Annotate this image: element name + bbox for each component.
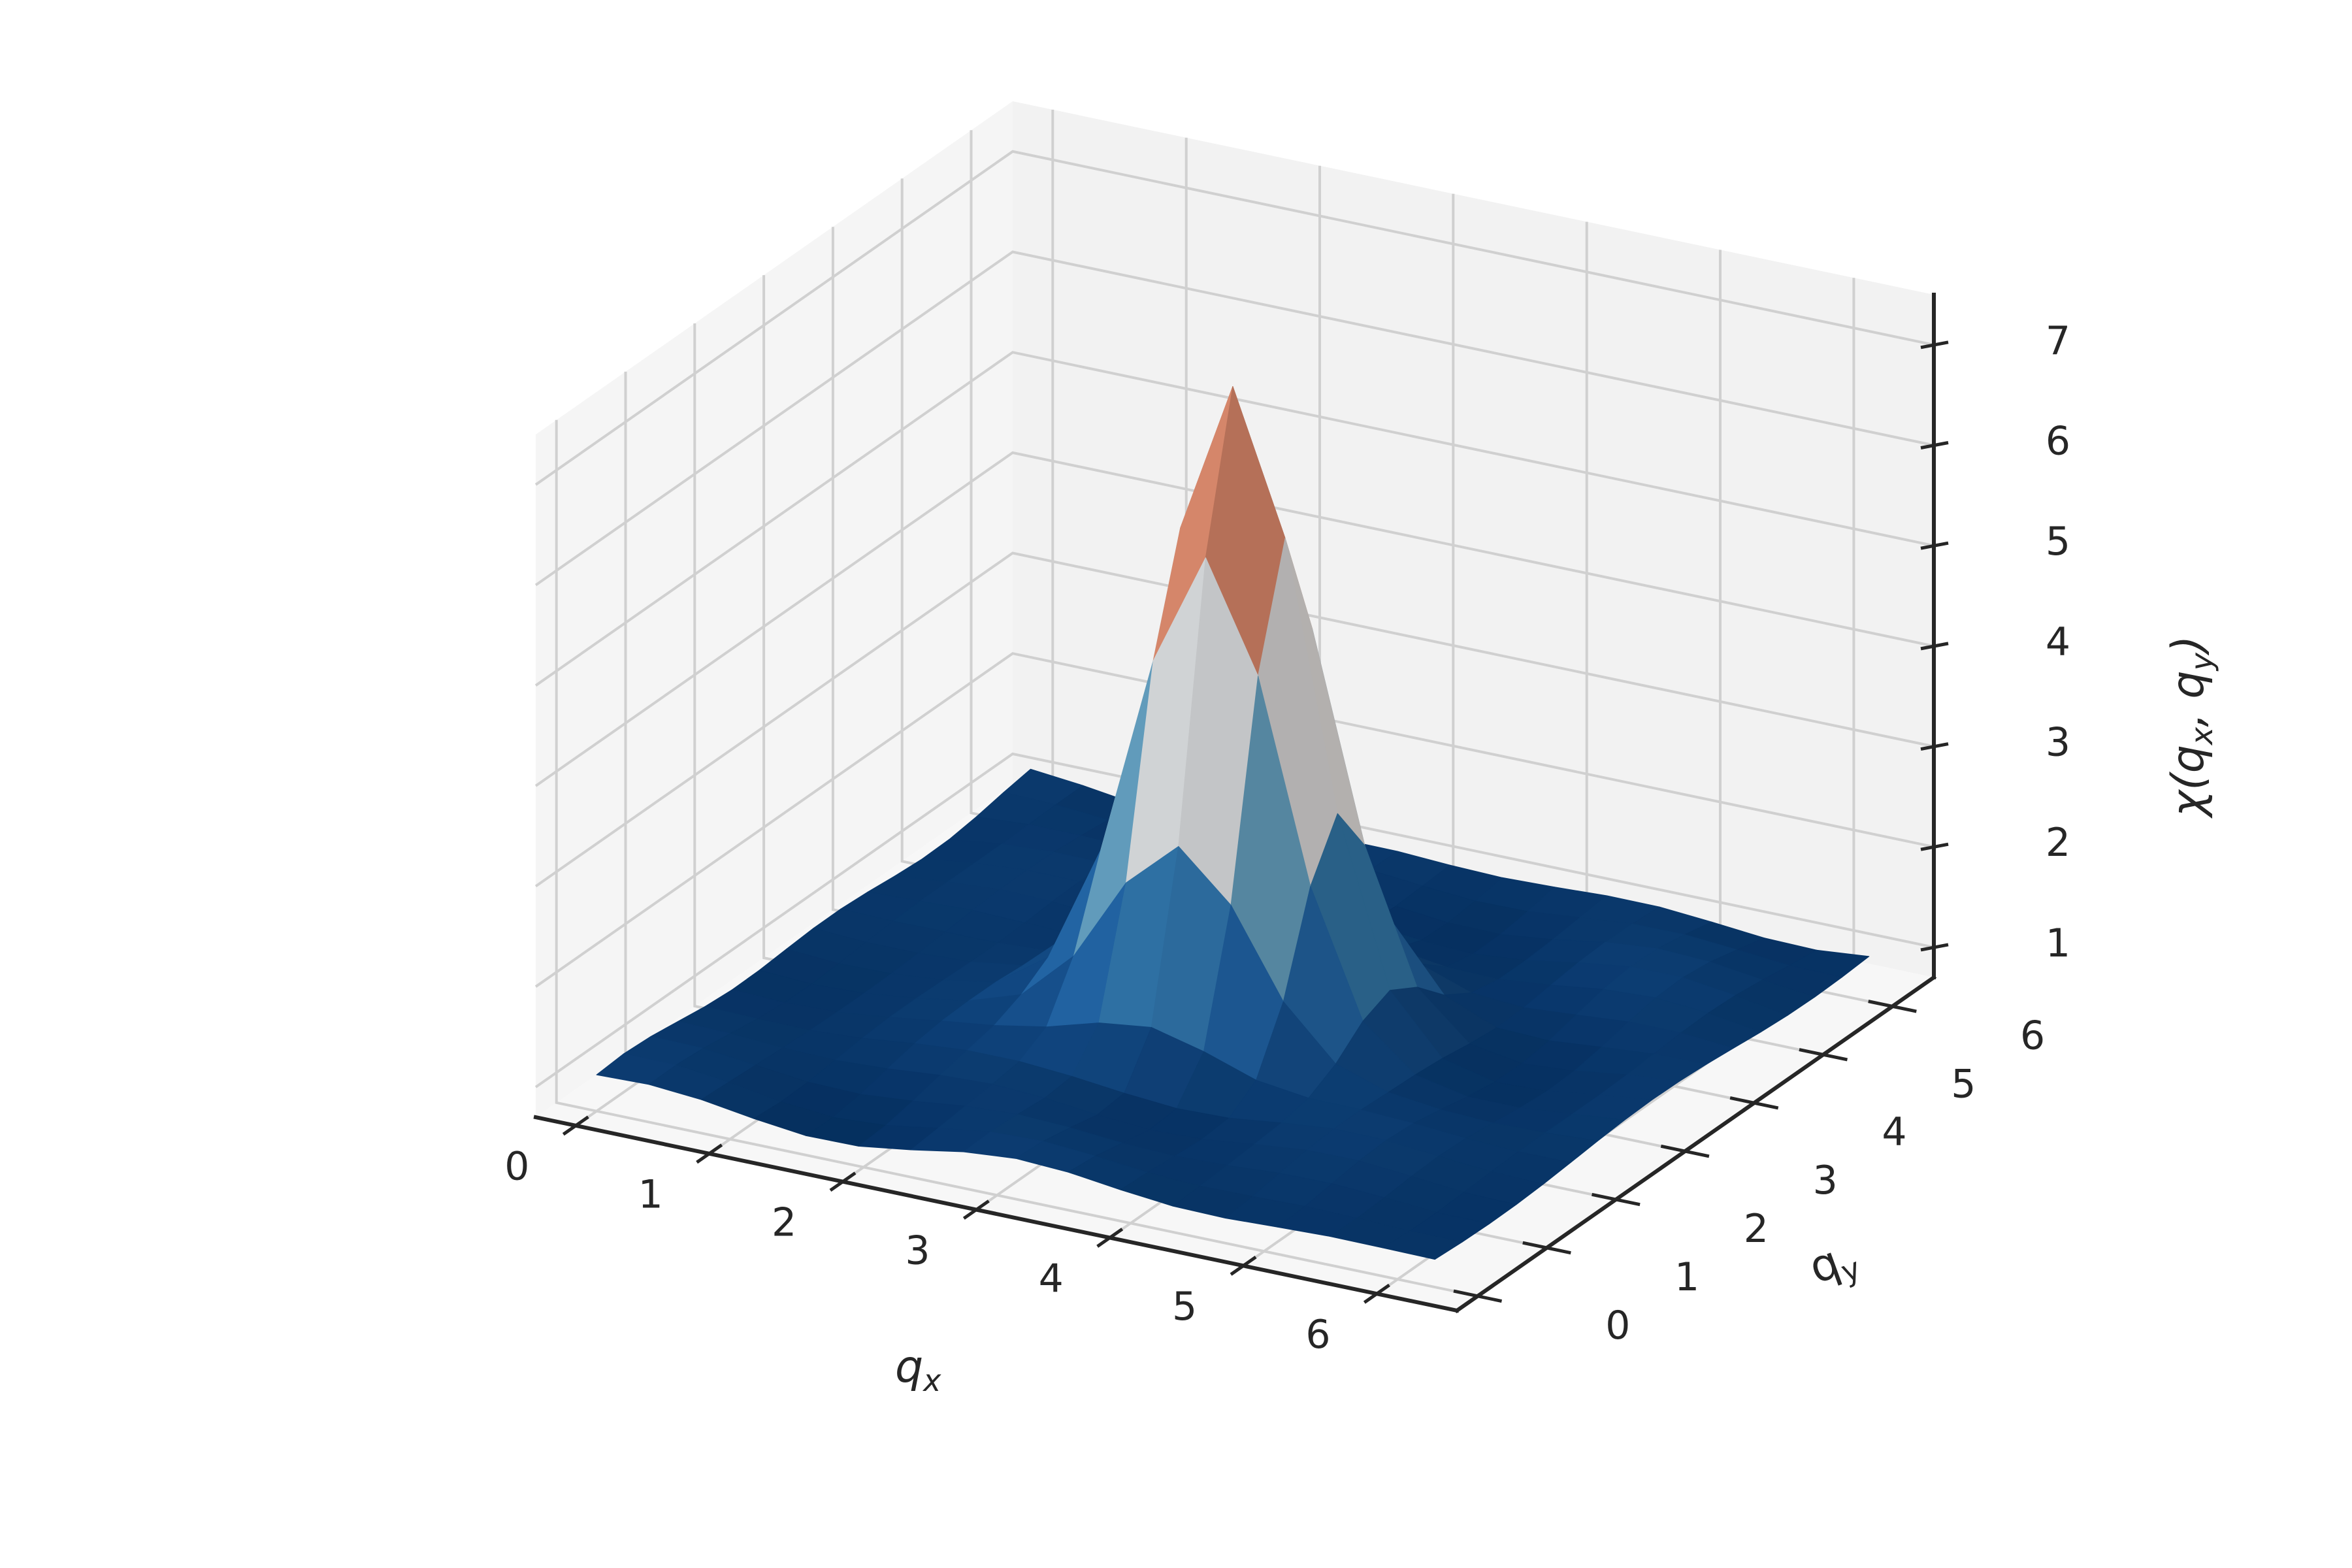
- x-tick-label: 1: [638, 1172, 663, 1218]
- z-tick: [1920, 642, 1949, 651]
- x-tick-label: 0: [504, 1144, 529, 1190]
- y-tick: [1868, 1000, 1917, 1013]
- grid-line-y: [555, 419, 1478, 1298]
- x-axis-label-sub: x: [922, 1363, 941, 1398]
- z-tick: [1920, 441, 1949, 449]
- x-tick-label: 3: [905, 1228, 930, 1273]
- y-tick-label: 2: [1744, 1206, 1769, 1252]
- z-tick-label: 5: [2046, 519, 2070, 564]
- z-tick-label: 6: [2046, 419, 2070, 465]
- z-tick-label: 2: [2046, 820, 2070, 866]
- x-tick-label: 5: [1172, 1284, 1197, 1330]
- z-tick: [1920, 742, 1949, 751]
- y-tick-label: 5: [1951, 1061, 1976, 1107]
- z-axis-label-base: χ(q: [2163, 745, 2214, 819]
- grid-line-z: [534, 150, 1935, 486]
- z-tick: [1920, 842, 1949, 851]
- surface-mesh: [596, 386, 1870, 1260]
- x-tick: [1230, 1256, 1257, 1276]
- z-tick: [1920, 943, 1949, 952]
- x-tick: [1363, 1283, 1390, 1304]
- y-tick-label: 3: [1813, 1158, 1838, 1203]
- y-tick-label: 4: [1882, 1109, 1906, 1155]
- z-tick-label: 4: [2046, 619, 2070, 665]
- x-axis-label-base: q: [895, 1341, 923, 1393]
- z-axis-label-sub-x: x: [2184, 727, 2219, 746]
- y-tick-label: 1: [1674, 1254, 1699, 1300]
- y-tick: [1522, 1241, 1571, 1255]
- y-tick-label: 6: [2020, 1013, 2045, 1058]
- z-tick-label: 7: [2046, 318, 2070, 364]
- grid-line-z: [534, 250, 1935, 587]
- grid-line-z: [534, 752, 1935, 1088]
- left-pane: [536, 101, 1013, 1117]
- z-tick-label: 3: [2046, 720, 2070, 766]
- z-axis-label-end: ): [2163, 636, 2214, 657]
- x-tick: [562, 1115, 589, 1136]
- x-tick: [696, 1143, 723, 1164]
- y-tick: [1660, 1144, 1710, 1158]
- y-tick-label: 0: [1605, 1303, 1630, 1348]
- x-tick: [962, 1200, 990, 1220]
- x-axis-line: [533, 1115, 1460, 1313]
- tick-marks: [562, 340, 1949, 1304]
- x-tick-label: 2: [772, 1200, 796, 1245]
- y-tick: [1729, 1096, 1779, 1110]
- z-axis-label: χ(qx, qy): [2163, 636, 2219, 819]
- y-tick: [1799, 1048, 1848, 1062]
- x-tick-label: 6: [1305, 1312, 1330, 1358]
- grid-line-z: [534, 351, 1935, 687]
- grid-line-z: [534, 551, 1935, 888]
- z-tick-label: 1: [2046, 921, 2070, 966]
- grid-line-z: [534, 451, 1935, 787]
- z-axis-label-sub-y: y: [2184, 652, 2219, 672]
- z-tick: [1920, 541, 1949, 550]
- axis-lines: [533, 293, 1937, 1314]
- y-axis-label: qy: [1803, 1230, 1865, 1299]
- z-axis-label-mid: , q: [2163, 670, 2214, 727]
- y-tick: [1453, 1289, 1503, 1303]
- x-tick-label: 4: [1039, 1256, 1064, 1301]
- y-tick: [1592, 1192, 1641, 1207]
- z-tick: [1920, 340, 1949, 350]
- x-tick: [1096, 1228, 1124, 1248]
- surface-facet: [1382, 1230, 1463, 1260]
- x-axis-label: qx: [895, 1341, 941, 1398]
- y-axis-line: [1454, 974, 1937, 1314]
- grid-line-z: [534, 652, 1935, 988]
- x-tick: [829, 1171, 857, 1192]
